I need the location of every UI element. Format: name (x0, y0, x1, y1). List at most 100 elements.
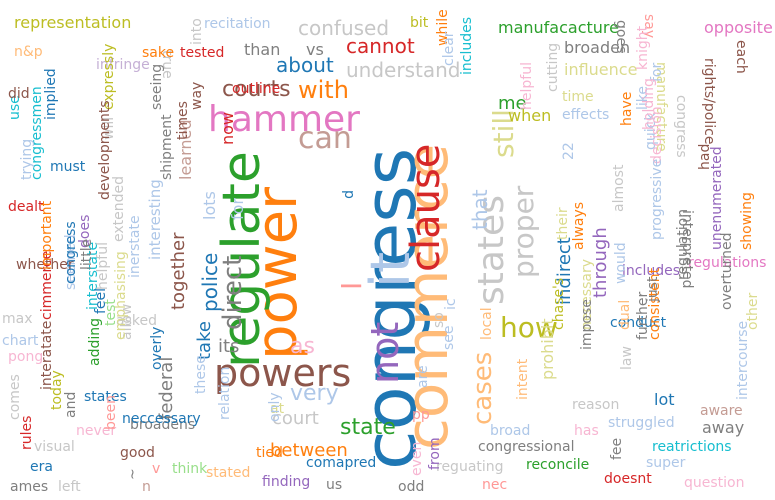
cloud-word-lot: lot (654, 390, 675, 409)
cloud-word-bit: bit (410, 15, 429, 31)
cloud-word-even: even (409, 441, 425, 476)
cloud-word-law: law (619, 346, 635, 370)
cloud-word-see: see (441, 325, 457, 350)
cloud-word-showing: showing (739, 192, 755, 250)
cloud-word-includes: includes (622, 263, 681, 279)
cloud-word-extended: extended (111, 175, 127, 242)
cloud-word-powers: powers (214, 351, 352, 395)
cloud-word-together: together (168, 232, 189, 310)
cloud-word-doesnt: doesnt (604, 471, 652, 487)
cloud-word-reatrictions: reatrictions (652, 439, 732, 455)
cloud-word-been: been (103, 395, 119, 430)
cloud-word-important: important (39, 200, 55, 270)
cloud-word-not: not (363, 321, 407, 384)
cloud-word-dealt: dealt (8, 199, 44, 215)
cloud-word-comapred: comapred (306, 455, 377, 471)
cloud-word-whether: whether (16, 257, 74, 273)
cloud-word-its: its (218, 336, 240, 357)
cloud-word-that: that (468, 189, 492, 230)
cloud-word-manufacacture: manufacacture (498, 18, 619, 37)
cloud-word-test: test (103, 299, 119, 326)
cloud-word-has: has (574, 423, 599, 439)
cloud-word-influence: influence (564, 60, 638, 79)
cloud-word-away: away (702, 418, 745, 437)
cloud-word-inerstate: inerstate (127, 215, 143, 278)
cloud-word-each: each (733, 40, 749, 74)
cloud-word-odd: odd (398, 479, 425, 495)
cloud-word-when: when (508, 106, 552, 125)
cloud-word-visual: visual (34, 439, 75, 455)
cloud-word-courts: courts (222, 77, 291, 102)
cloud-word-hammer: hammer (208, 99, 360, 140)
cloud-word-cases: cases (468, 351, 498, 425)
cloud-word-trying: trying (19, 138, 35, 180)
cloud-word-includes: includes (459, 16, 475, 75)
cloud-word-emphasising: emphasising (113, 251, 129, 340)
cloud-word-clause: clause (403, 143, 449, 272)
cloud-word-relation: relation (217, 366, 233, 420)
cloud-word-v: v (152, 461, 161, 477)
cloud-word-developments: developments (97, 100, 113, 200)
cloud-word-nec: nec (482, 477, 508, 493)
cloud-word-i: I (335, 281, 368, 290)
cloud-word-into: into (189, 18, 205, 45)
cloud-word-from: from (427, 437, 443, 470)
cloud-word-almost: almost (611, 164, 627, 212)
cloud-word-neccessary: neccessary (122, 411, 201, 427)
cloud-word-vs: vs (306, 40, 324, 59)
cloud-word-asked: asked (116, 313, 157, 329)
cloud-word-interesting: interesting (146, 179, 164, 260)
cloud-word-struggled: struggled (608, 415, 675, 431)
cloud-word-seeing: seeing (149, 63, 165, 110)
cloud-word-and: and (63, 391, 79, 418)
cloud-word-broadens: broadens (130, 417, 196, 433)
cloud-word-fee: fee (609, 437, 625, 460)
cloud-word-have: have (619, 91, 635, 126)
cloud-word-cutting: cutting (545, 42, 561, 92)
cloud-word-today: today (49, 370, 65, 410)
cloud-word-with: with (298, 76, 349, 104)
cloud-word-than: than (244, 40, 281, 59)
cloud-word-chase-s: chase's (551, 277, 567, 330)
cloud-word-clear: clear (441, 31, 457, 66)
cloud-word-rules: rules (19, 415, 35, 450)
cloud-word-state: state (340, 415, 396, 440)
cloud-word-rights-police: rights/police (701, 58, 717, 145)
cloud-word-recitation: recitation (204, 16, 271, 32)
cloud-word-can: can (298, 121, 352, 156)
cloud-word-aware: aware (700, 403, 743, 419)
cloud-word-conduct: conduct (610, 315, 667, 331)
cloud-word-opposite: opposite (704, 18, 773, 37)
cloud-word-stated: stated (206, 465, 251, 481)
cloud-word-overly: overly (149, 326, 165, 370)
cloud-word-must: must (50, 159, 86, 175)
cloud-word-only: only (267, 392, 283, 422)
cloud-word-left: left (58, 479, 81, 495)
cloud-word-impose: impose (579, 299, 595, 350)
cloud-word-progressive: progressive (649, 158, 665, 240)
cloud-word-shipment: shipment (159, 114, 175, 180)
cloud-word-time: time (562, 89, 594, 105)
cloud-word-effects: effects (562, 107, 610, 123)
cloud-word-decision: decision (649, 106, 665, 164)
cloud-word-infringe: infringe (96, 57, 150, 73)
cloud-word-direct: direct (218, 255, 248, 330)
cloud-word-understand: understand (346, 58, 461, 82)
cloud-word-representation: representation (14, 13, 132, 32)
cloud-word-never: never (76, 423, 117, 439)
cloud-word-now: now (218, 111, 237, 145)
cloud-word-local: local (479, 307, 495, 340)
cloud-word-goes: goes (613, 20, 629, 54)
cloud-word-at: at (270, 401, 285, 417)
cloud-word-cannot: cannot (346, 34, 415, 58)
cloud-word-tied: tied (256, 445, 283, 461)
cloud-word-intent: intent (515, 358, 531, 400)
cloud-word-symbol: ~ (125, 468, 141, 480)
cloud-word-always: always (571, 201, 587, 250)
cloud-word-adding: adding (87, 317, 103, 366)
cloud-word-dual: dual (617, 299, 633, 330)
cloud-word-reguating: reguating (436, 459, 504, 475)
cloud-word-broad: broad (490, 423, 531, 439)
cloud-word-knight: knight (635, 25, 651, 70)
cloud-word-about: about (276, 53, 334, 77)
